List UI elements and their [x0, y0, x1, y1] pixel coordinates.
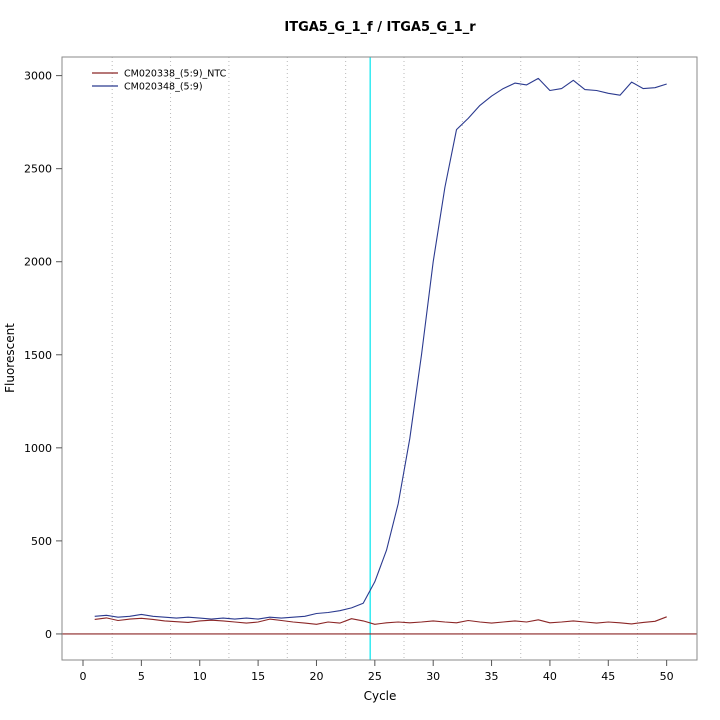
x-tick-label: 20	[309, 670, 323, 683]
x-tick-label: 50	[660, 670, 674, 683]
x-tick-label: 40	[543, 670, 557, 683]
x-tick-label: 0	[80, 670, 87, 683]
y-tick-label: 2000	[24, 256, 52, 269]
legend: CM020338_(5:9)_NTC CM020348_(5:9)	[92, 69, 227, 93]
y-tick-label: 1500	[24, 349, 52, 362]
plot-area: 0 5 10 15 20 25 30 35 40 45 5005001000150020002500…	[24, 56, 698, 683]
plot-border	[61, 56, 698, 661]
x-axis-label: Cycle	[364, 689, 397, 703]
x-tick-label: 5	[138, 670, 145, 683]
x-tick-label: 10	[193, 670, 207, 683]
y-tick-label: 0	[45, 628, 52, 641]
legend-label-1: CM020348_(5:9)	[124, 82, 203, 93]
x-tick-label: 45	[601, 670, 615, 683]
x-tick-label: 15	[251, 670, 265, 683]
x-tick-label: 30	[426, 670, 440, 683]
legend-label-0: CM020338_(5:9)_NTC	[124, 69, 227, 80]
y-tick-label: 1000	[24, 442, 52, 455]
y-tick-label: 500	[31, 535, 52, 548]
y-tick-label: 3000	[24, 70, 52, 83]
chart-title: ITGA5_G_1_f / ITGA5_G_1_r	[284, 20, 476, 35]
series-line-1	[94, 77, 667, 620]
y-tick-label: 2500	[24, 163, 52, 176]
series-line-0	[94, 616, 667, 625]
y-axis-label: Fluorescent	[3, 323, 17, 393]
x-tick-label: 25	[368, 670, 382, 683]
x-tick-label: 35	[485, 670, 499, 683]
